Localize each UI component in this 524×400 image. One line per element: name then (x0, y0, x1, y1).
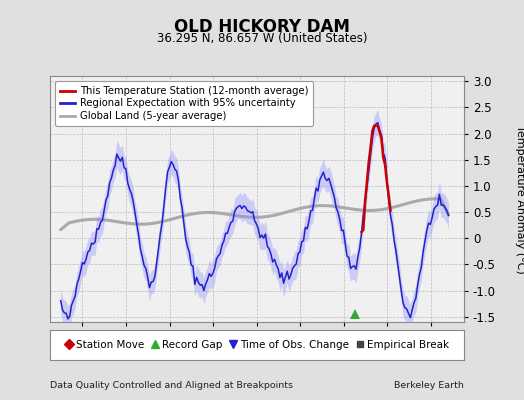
Legend: This Temperature Station (12-month average), Regional Expectation with 95% uncer: This Temperature Station (12-month avera… (55, 81, 313, 126)
Text: OLD HICKORY DAM: OLD HICKORY DAM (174, 18, 350, 36)
Y-axis label: Temperature Anomaly (°C): Temperature Anomaly (°C) (515, 125, 524, 273)
Text: Data Quality Controlled and Aligned at Breakpoints: Data Quality Controlled and Aligned at B… (50, 381, 293, 390)
Text: 36.295 N, 86.657 W (United States): 36.295 N, 86.657 W (United States) (157, 32, 367, 45)
Text: Berkeley Earth: Berkeley Earth (394, 381, 464, 390)
Legend: Station Move, Record Gap, Time of Obs. Change, Empirical Break: Station Move, Record Gap, Time of Obs. C… (60, 336, 453, 354)
